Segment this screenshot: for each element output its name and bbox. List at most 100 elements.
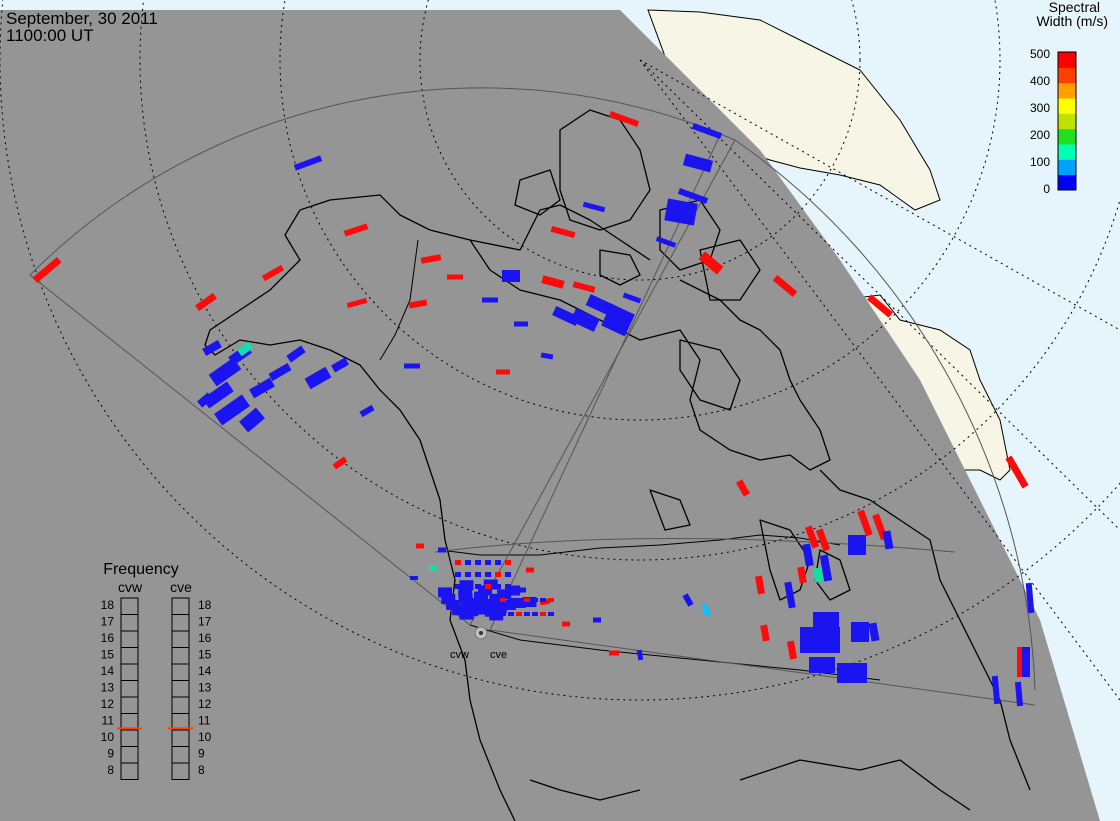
echo-cell <box>404 363 420 369</box>
colorbar-tick-label: 400 <box>1030 74 1050 88</box>
echo-cell <box>754 575 766 595</box>
colorbar-tick-label: 0 <box>1043 182 1050 196</box>
echo-cell <box>502 270 520 282</box>
echo-cell <box>772 274 798 298</box>
echo-cell <box>458 593 473 604</box>
colorbar-swatches <box>1058 52 1076 191</box>
echo-cell <box>552 305 580 327</box>
echo-cell <box>458 587 473 598</box>
plot-time: 1100:00 UT <box>6 26 94 45</box>
echo-cell <box>202 381 234 409</box>
echo-cell <box>540 352 554 360</box>
echo-cell <box>465 572 471 577</box>
echo-cell <box>532 612 538 616</box>
colorbar-swatch <box>1058 159 1076 176</box>
echo-cell <box>735 479 751 497</box>
echo-cell <box>636 649 644 661</box>
echo-cell <box>214 394 250 426</box>
echo-cell <box>485 560 491 565</box>
echo-cell <box>471 604 486 615</box>
echo-cell <box>582 201 606 213</box>
echo-cell <box>452 605 467 616</box>
frequency-level-label: 10 <box>198 730 212 744</box>
echo-cell <box>249 377 275 399</box>
echo-cell <box>408 299 428 309</box>
frequency-level-label: 8 <box>107 763 114 777</box>
echo-cell <box>677 188 709 204</box>
colorbar-title-line2: Width (m/s) <box>1036 13 1108 29</box>
echo-cell <box>508 612 514 616</box>
echo-cell <box>465 584 471 589</box>
echo-cell <box>331 357 349 373</box>
frequency-panel: Frequency cvw cve 18 18 17 17 16 16 15 15 14 14 13… <box>101 561 212 780</box>
colorbar-swatch <box>1058 52 1076 68</box>
frequency-level-label: 13 <box>198 681 212 695</box>
echo-cell <box>511 597 526 608</box>
echo-cell <box>622 292 642 304</box>
echo-cell <box>813 612 839 628</box>
echo-cell <box>506 585 521 596</box>
echo-cell <box>532 598 538 602</box>
echo-cell <box>447 274 463 280</box>
echo-cell <box>420 254 442 264</box>
echo-cell <box>197 392 213 408</box>
echo-cell <box>540 612 546 616</box>
echo-cell <box>236 341 254 357</box>
colorbar-title-line1: Spectral <box>1049 0 1100 15</box>
echo-cell <box>460 600 475 611</box>
frequency-level-label: 9 <box>198 747 205 761</box>
echo-cell <box>526 567 534 573</box>
echo-cell <box>343 223 369 237</box>
echo-cell <box>682 153 714 173</box>
echo-cell <box>505 572 511 577</box>
echo-cell <box>286 345 306 363</box>
echo-cell <box>518 587 526 593</box>
frequency-label-cve: cve <box>170 579 192 595</box>
echo-cell <box>548 612 554 616</box>
echo-cell <box>760 624 770 642</box>
echo-cell <box>1022 647 1030 677</box>
echo-cell <box>304 366 332 390</box>
echo-cell <box>500 612 506 616</box>
echo-cell <box>505 584 511 589</box>
echo-cell <box>483 598 498 609</box>
echo-cell <box>548 598 554 602</box>
frequency-title: Frequency <box>103 561 179 578</box>
echo-cell <box>475 560 481 565</box>
frequency-level-label: 12 <box>101 697 115 711</box>
echo-cell <box>797 566 807 584</box>
echo-cell <box>489 610 504 621</box>
echo-cell <box>609 650 619 656</box>
colorbar-ticks: 500 400 300 200 100 0 <box>1030 47 1050 196</box>
frequency-level-label: 16 <box>101 631 115 645</box>
radar-site-dot <box>479 631 483 635</box>
frequency-scale: 18 18 17 17 16 16 15 15 14 14 13 13 12 12 11 11 10 10 9 9 8 8 <box>101 597 212 780</box>
echo-cell <box>505 560 511 565</box>
colorbar-swatch <box>1058 98 1076 114</box>
colorbar-frame <box>1057 51 1077 191</box>
echo-cell <box>239 407 265 433</box>
echo-cell <box>882 530 894 550</box>
echo-cell <box>497 589 512 600</box>
echo-cell <box>455 584 461 589</box>
frequency-level-label: 11 <box>102 714 115 728</box>
echo-cell <box>701 603 711 617</box>
echo-cell <box>868 622 880 642</box>
echo-cell <box>819 554 833 582</box>
echo-cell <box>416 543 424 549</box>
colorbar-tick-label: 300 <box>1030 101 1050 115</box>
echo-cell <box>202 340 222 356</box>
frequency-level-label: 18 <box>198 598 212 612</box>
colorbar-tick-label: 100 <box>1030 155 1050 169</box>
echo-cell <box>495 560 501 565</box>
frequency-bar-cve <box>171 597 190 780</box>
echo-cell <box>194 292 218 312</box>
echo-cell <box>593 617 601 623</box>
frequency-level-label: 10 <box>101 730 115 744</box>
echo-cell <box>495 572 501 577</box>
frequency-level-label: 11 <box>198 714 211 728</box>
echo-cell <box>332 456 348 470</box>
spectral-width-colorbar: Spectral Width (m/s) 500 400 300 200 100 0 <box>1030 0 1108 196</box>
frequency-level-label: 12 <box>198 697 212 711</box>
echo-cell <box>682 593 694 607</box>
